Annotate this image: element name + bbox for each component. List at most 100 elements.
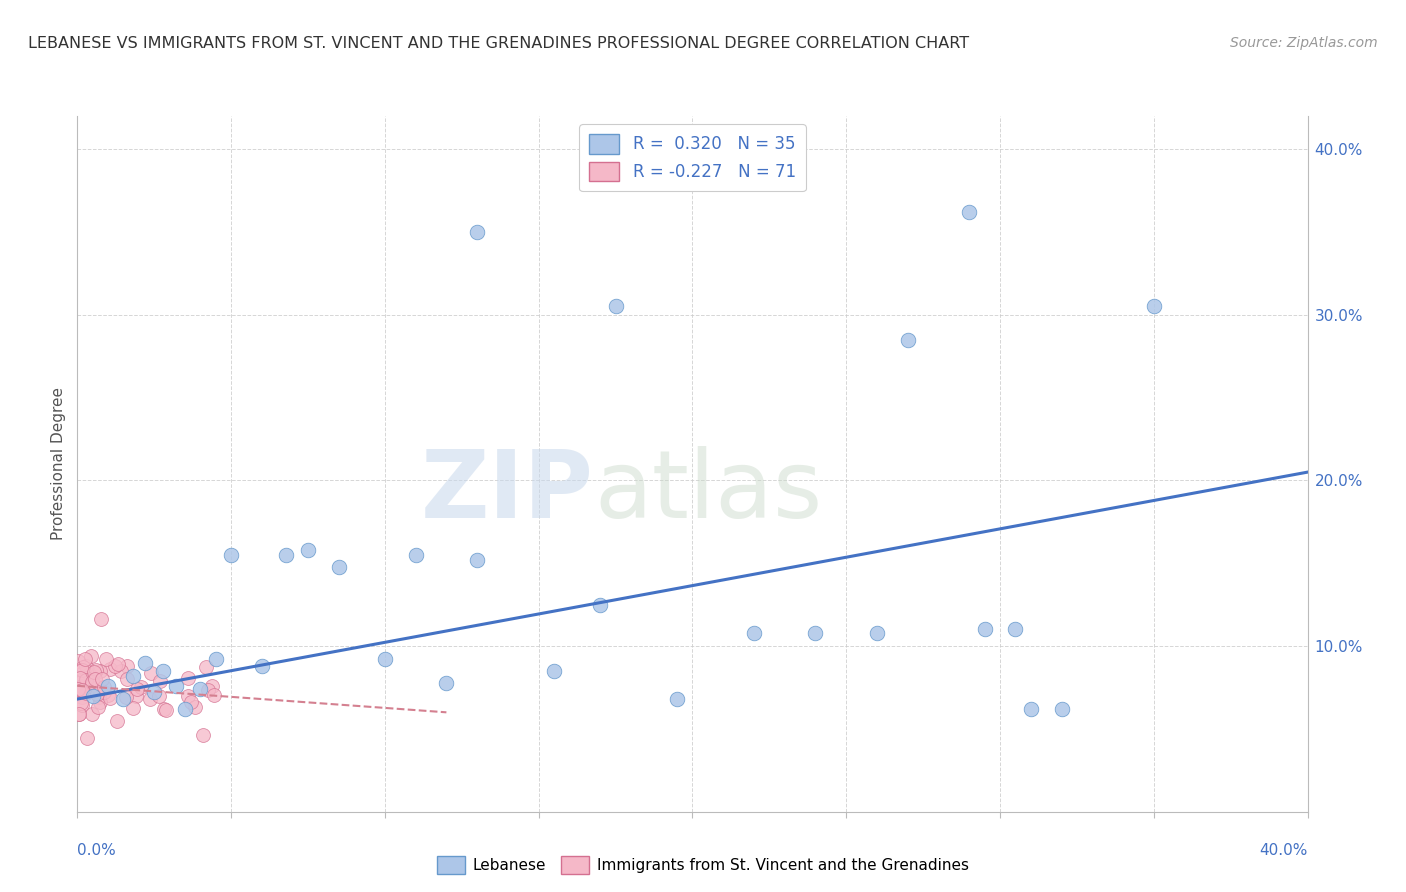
- Point: [90, 612, 112, 626]
- Point: [191, 727, 214, 741]
- Point: [152, 664, 174, 678]
- Point: [115, 690, 138, 704]
- Point: [80, 648, 103, 663]
- Point: [94, 652, 117, 666]
- Point: [804, 625, 827, 640]
- Point: [276, 548, 298, 562]
- Point: [72, 698, 94, 713]
- Text: 40.0%: 40.0%: [1260, 843, 1308, 858]
- Point: [67, 707, 90, 722]
- Point: [129, 680, 152, 694]
- Point: [177, 671, 200, 685]
- Point: [219, 548, 242, 562]
- Point: [104, 659, 127, 673]
- Point: [82, 706, 104, 721]
- Point: [143, 685, 166, 699]
- Point: [93, 680, 115, 694]
- Point: [89, 664, 111, 678]
- Point: [72, 672, 94, 686]
- Point: [83, 665, 105, 680]
- Point: [121, 701, 143, 715]
- Point: [70, 696, 93, 710]
- Point: [1004, 623, 1026, 637]
- Point: [201, 679, 224, 693]
- Point: [957, 205, 980, 219]
- Y-axis label: Professional Degree: Professional Degree: [51, 387, 66, 541]
- Point: [89, 690, 111, 704]
- Text: ZIP: ZIP: [422, 446, 595, 538]
- Point: [87, 700, 110, 714]
- Point: [77, 666, 100, 681]
- Point: [125, 681, 148, 696]
- Point: [105, 714, 128, 728]
- Point: [70, 681, 93, 696]
- Point: [405, 548, 427, 562]
- Point: [188, 682, 212, 697]
- Point: [202, 689, 225, 703]
- Point: [82, 689, 104, 703]
- Point: [543, 664, 565, 678]
- Point: [141, 665, 163, 680]
- Point: [125, 690, 148, 704]
- Point: [97, 688, 120, 702]
- Point: [1143, 300, 1166, 314]
- Point: [93, 685, 115, 699]
- Point: [98, 662, 121, 676]
- Point: [90, 673, 112, 687]
- Point: [589, 598, 612, 612]
- Point: [89, 695, 111, 709]
- Point: [742, 625, 765, 640]
- Text: Source: ZipAtlas.com: Source: ZipAtlas.com: [1230, 36, 1378, 50]
- Point: [72, 679, 94, 693]
- Legend: Lebanese, Immigrants from St. Vincent and the Grenadines: Lebanese, Immigrants from St. Vincent an…: [432, 850, 974, 880]
- Point: [66, 654, 89, 668]
- Point: [70, 663, 93, 677]
- Point: [177, 690, 200, 704]
- Point: [112, 692, 135, 706]
- Point: [86, 687, 108, 701]
- Point: [374, 652, 396, 666]
- Point: [1050, 702, 1073, 716]
- Point: [155, 703, 177, 717]
- Point: [84, 663, 107, 677]
- Point: [152, 702, 174, 716]
- Point: [98, 691, 121, 706]
- Point: [973, 623, 995, 637]
- Point: [75, 673, 97, 687]
- Point: [666, 692, 689, 706]
- Point: [139, 691, 162, 706]
- Point: [69, 671, 91, 685]
- Point: [328, 559, 350, 574]
- Point: [84, 678, 107, 692]
- Point: [80, 674, 103, 689]
- Point: [117, 672, 139, 686]
- Point: [297, 543, 319, 558]
- Point: [107, 657, 129, 672]
- Point: [605, 300, 627, 314]
- Point: [75, 686, 97, 700]
- Point: [436, 675, 458, 690]
- Point: [149, 673, 172, 688]
- Point: [134, 656, 156, 670]
- Point: [97, 679, 120, 693]
- Point: [69, 683, 91, 698]
- Point: [75, 671, 97, 685]
- Point: [465, 225, 488, 239]
- Point: [89, 682, 111, 697]
- Point: [866, 625, 889, 640]
- Point: [72, 683, 94, 698]
- Point: [174, 702, 197, 716]
- Point: [195, 659, 218, 673]
- Point: [115, 659, 138, 673]
- Text: atlas: atlas: [595, 446, 823, 538]
- Point: [183, 699, 205, 714]
- Point: [121, 669, 143, 683]
- Point: [72, 659, 94, 673]
- Point: [465, 553, 488, 567]
- Point: [70, 690, 93, 704]
- Point: [77, 679, 100, 693]
- Point: [67, 682, 90, 697]
- Point: [67, 706, 90, 721]
- Point: [84, 672, 107, 686]
- Point: [897, 333, 920, 347]
